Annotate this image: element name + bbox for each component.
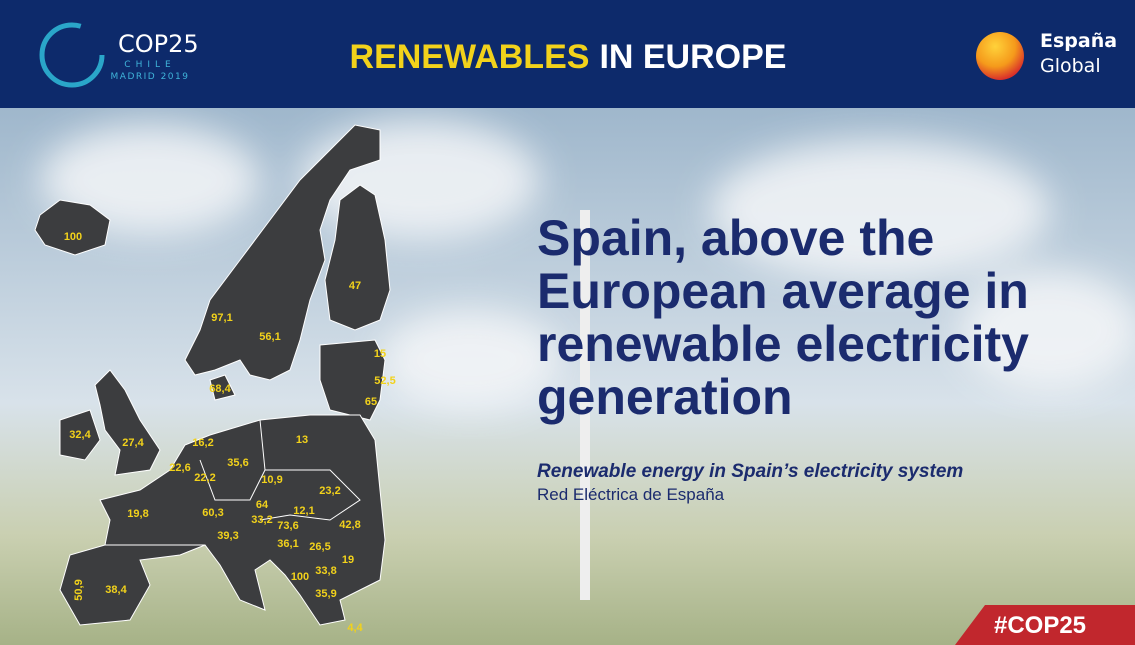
headline-line: generation [537,369,793,425]
headline-line: renewable electricity [537,316,1029,372]
map-label: 23,2 [319,485,340,497]
map-label: 16,2 [192,437,213,449]
map-label: 26,5 [309,541,330,553]
map-label: 12,1 [293,505,314,517]
logo-country: CHILE [124,60,175,70]
map-label: 52,5 [374,375,395,387]
espana-logo [976,32,1024,80]
map-label: 15 [374,348,386,360]
map-label: 10,9 [261,474,282,486]
map-label: 56,1 [259,331,280,343]
map-label: 35,6 [227,457,248,469]
headline-line: Spain, above the [537,210,934,266]
source: Red Eléctrica de España [537,485,725,504]
logo-right-2: Global [1040,55,1101,77]
map-label: 4,4 [347,622,363,634]
headline-line: European average in [537,263,1029,319]
logo-title: COP25 [118,30,199,58]
map-label: 100 [64,231,82,243]
map-label: 39,3 [217,530,238,542]
map-label: 64 [256,499,269,511]
map-label: 97,1 [211,312,232,324]
map-label: 19 [342,554,354,566]
map-label: 100 [291,571,309,583]
map-label: 60,3 [202,507,223,519]
map-label: 65 [365,396,377,408]
map-label: 22,6 [169,462,190,474]
map-label: 35,9 [315,588,336,600]
map-label: 22,2 [194,472,215,484]
hashtag: #COP25 [994,612,1086,639]
map-label: 73,6 [277,520,298,532]
map-label: 42,8 [339,519,360,531]
map-label: 33,2 [251,514,272,526]
map-label: 36,1 [277,538,298,550]
map-label: 13 [296,434,308,446]
subtitle: Renewable energy in Spain’s electricity … [537,461,963,482]
logo-venue: MADRID 2019 [111,72,190,82]
infographic: COP25 CHILE MADRID 2019 RENEWABLESIN EUR… [0,0,1135,645]
title-highlight: RENEWABLES [350,38,590,76]
map-label: 68,4 [209,383,231,395]
map-label: 47 [349,280,361,292]
map-label: 50,9 [73,579,85,600]
logo-right-1: España [1040,30,1117,52]
map-label: 38,4 [105,584,127,596]
map-label: 27,4 [122,437,144,449]
title-rest: IN EUROPE [599,38,786,76]
map-label: 19,8 [127,508,148,520]
map-label: 32,4 [69,429,91,441]
map-label: 33,8 [315,565,336,577]
